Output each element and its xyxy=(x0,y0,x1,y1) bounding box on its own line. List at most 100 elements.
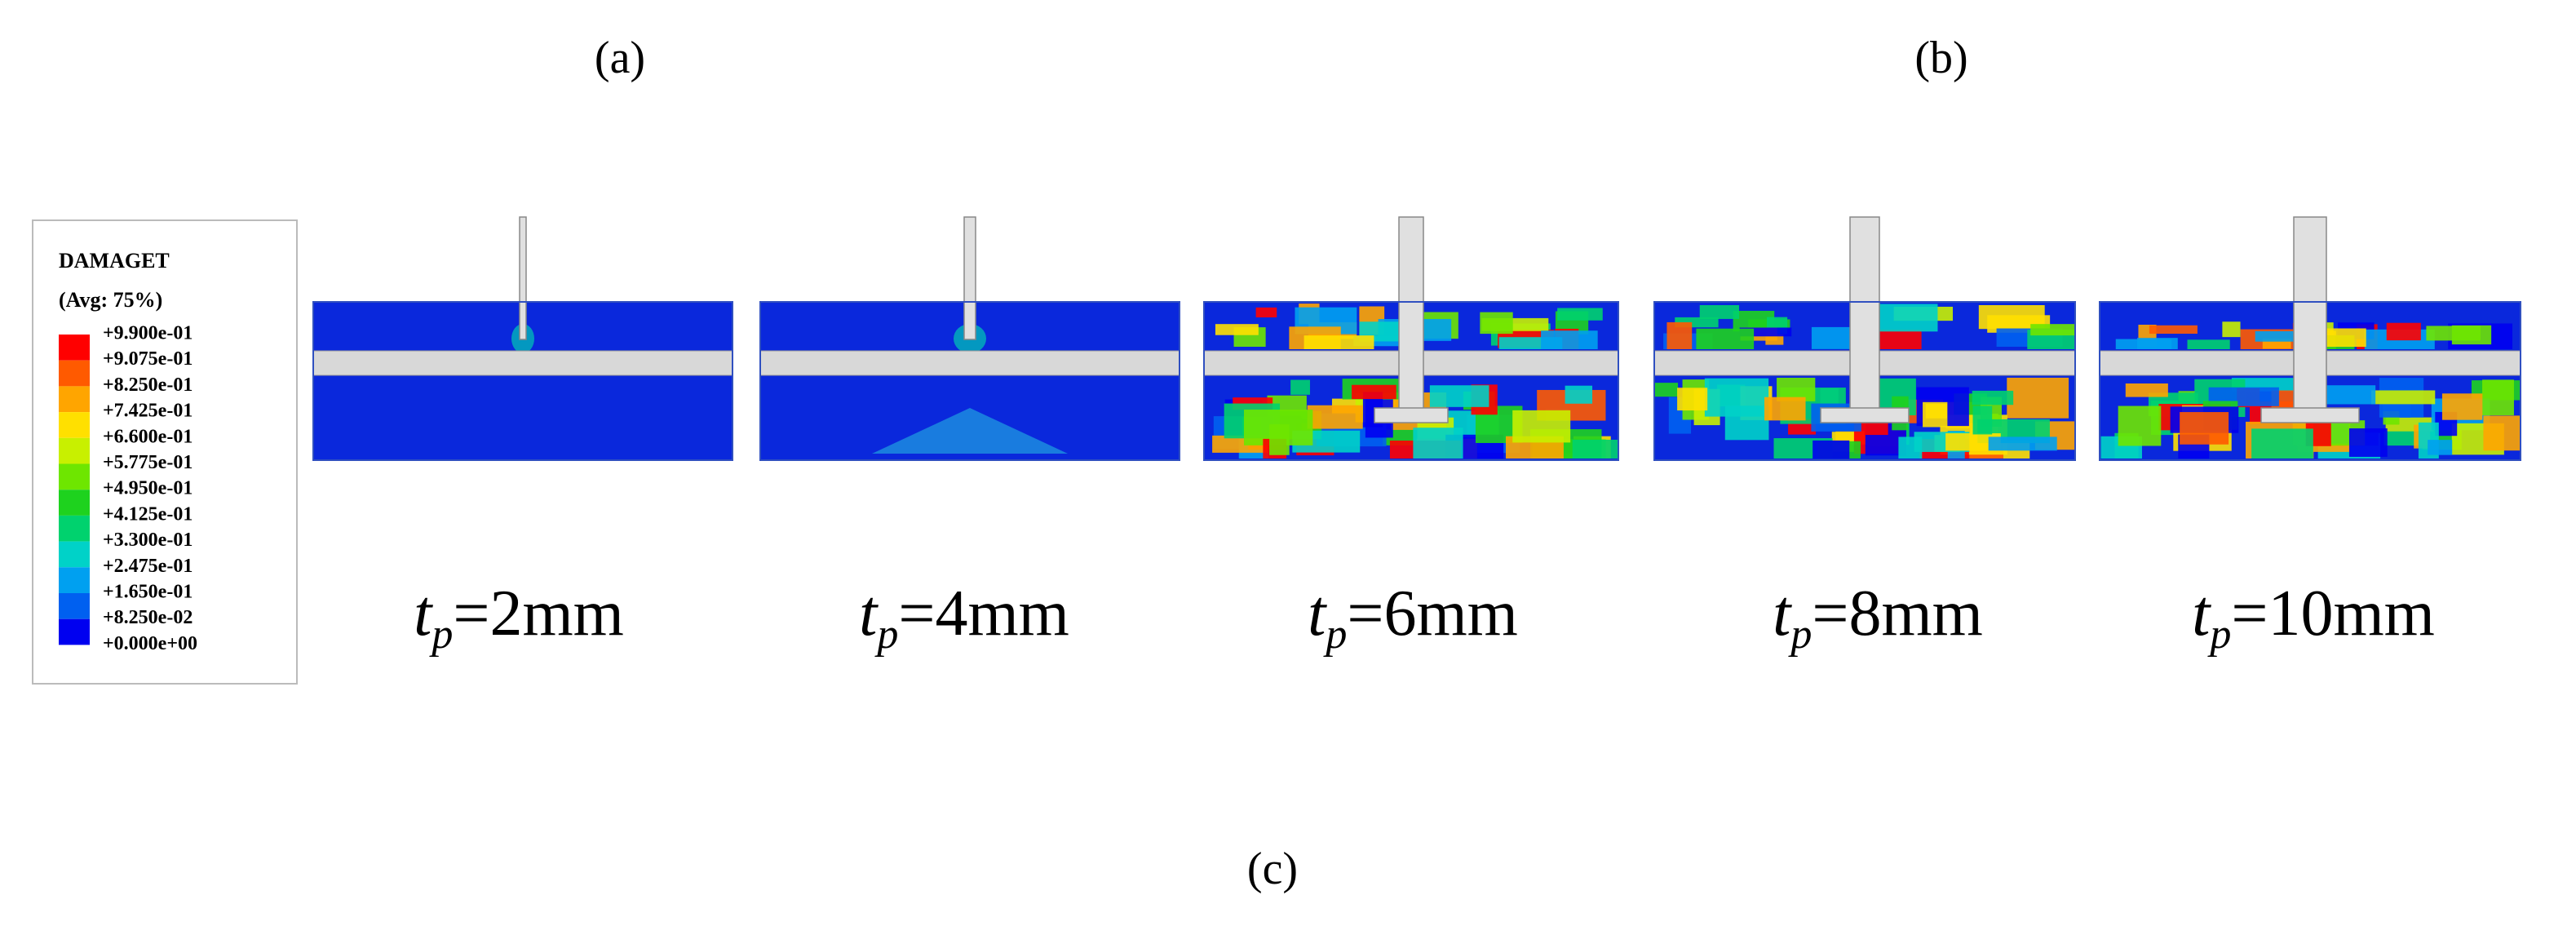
damage-patch xyxy=(1972,390,2014,406)
model-lower xyxy=(313,375,733,460)
legend-label: +4.950e-01 xyxy=(103,478,193,499)
legend-swatch xyxy=(59,541,90,568)
damage-patch xyxy=(2222,321,2241,338)
legend-label: +6.600e-01 xyxy=(103,426,193,447)
damage-patch xyxy=(2007,377,2069,419)
damage-cone xyxy=(872,408,1068,454)
caption-symbol: t xyxy=(414,578,433,649)
legend-label: +9.075e-01 xyxy=(103,348,193,370)
bolt xyxy=(963,216,976,340)
bolt xyxy=(519,216,527,340)
damage-patch xyxy=(2370,390,2436,405)
damage-patch xyxy=(1988,437,2057,451)
damage-patch xyxy=(2428,440,2453,455)
damage-patch xyxy=(1269,424,1290,455)
caption-subscript: p xyxy=(428,611,453,658)
damage-patch xyxy=(1724,406,1769,441)
caption-text: =10mm xyxy=(2231,578,2435,649)
legend-swatch xyxy=(59,567,90,593)
caption-subscript: p xyxy=(1322,611,1347,658)
legend-swatch xyxy=(59,515,90,542)
legend-swatch xyxy=(59,412,90,438)
caption: tp=4mm xyxy=(859,578,1069,658)
caption-subscript: p xyxy=(874,611,898,658)
damage-patch xyxy=(1290,379,1310,395)
damage-patch xyxy=(2149,325,2198,335)
plate xyxy=(759,350,1180,376)
damage-patch xyxy=(1215,324,1259,335)
legend-swatch xyxy=(59,593,90,619)
legend-label: +4.125e-01 xyxy=(103,503,193,525)
legend-label: +8.250e-02 xyxy=(103,607,193,628)
caption-symbol: t xyxy=(1773,578,1792,649)
damage-patch xyxy=(1352,384,1396,400)
caption-text: =4mm xyxy=(898,578,1069,649)
bolt-head xyxy=(1820,407,1910,423)
legend-label: +0.000e+00 xyxy=(103,633,197,654)
legend-subtitle: (Avg: 75%) xyxy=(59,288,162,312)
damage-patch xyxy=(1898,437,1923,459)
damage-patch xyxy=(1696,328,1755,349)
caption: tp=10mm xyxy=(2192,578,2435,658)
damage-patch xyxy=(1512,410,1571,443)
damage-patch xyxy=(1303,335,1374,349)
damage-patch xyxy=(1541,330,1598,349)
caption: tp=8mm xyxy=(1773,578,1983,658)
damage-patch xyxy=(2426,326,2481,341)
damage-patch xyxy=(1307,405,1363,429)
damage-patch xyxy=(1923,401,1948,428)
legend-swatch xyxy=(59,463,90,490)
damage-patch xyxy=(1557,308,1603,321)
legend-label: +8.250e-01 xyxy=(103,374,193,396)
damage-patch xyxy=(2386,322,2421,341)
caption-symbol: t xyxy=(1308,578,1327,649)
damage-patch xyxy=(2482,379,2514,416)
caption: tp=6mm xyxy=(1308,578,1518,658)
caption-text: =6mm xyxy=(1347,578,1518,649)
damage-patch xyxy=(1255,307,1277,317)
legend-swatch xyxy=(59,386,90,413)
bolt-head xyxy=(2260,407,2360,423)
damage-patch xyxy=(1812,440,1850,459)
damage-patch xyxy=(1739,327,1792,337)
legend-label: +9.900e-01 xyxy=(103,323,193,344)
legend-label: +1.650e-01 xyxy=(103,582,193,603)
caption-subscript: p xyxy=(1787,611,1812,658)
damage-patch xyxy=(1654,383,1679,397)
caption-text: =8mm xyxy=(1812,578,1983,649)
caption-symbol: t xyxy=(2192,578,2211,649)
damage-patch xyxy=(2125,383,2168,397)
caption-symbol: t xyxy=(859,578,879,649)
bolt-head xyxy=(1374,407,1449,423)
damage-patch xyxy=(2180,412,2229,445)
panel-label: (b) xyxy=(1914,33,1967,83)
model-outline xyxy=(2099,301,2521,461)
bolt xyxy=(2293,216,2327,422)
panel-label: (c) xyxy=(1247,844,1298,894)
bolt xyxy=(1398,216,1424,422)
damage-patch xyxy=(2187,339,2230,349)
panel-label: (a) xyxy=(595,33,645,83)
damage-patch xyxy=(2483,415,2521,451)
damage-patch xyxy=(1666,321,1693,349)
damage-patch xyxy=(1565,385,1593,404)
damage-patch xyxy=(1945,433,2001,451)
damage-patch xyxy=(2441,393,2483,420)
legend-label: +5.775e-01 xyxy=(103,452,193,473)
damage-patch xyxy=(2136,338,2178,349)
plate xyxy=(312,350,733,376)
model-outline xyxy=(312,301,733,461)
model-outline xyxy=(1653,301,2076,461)
damage-patch xyxy=(2326,328,2366,348)
legend-label: +2.475e-01 xyxy=(103,556,193,577)
legend-label: +3.300e-01 xyxy=(103,530,193,551)
damage-patch xyxy=(1572,439,1618,459)
legend-label: +7.425e-01 xyxy=(103,401,193,422)
model-outline xyxy=(1203,301,1619,461)
damage-patch xyxy=(2255,330,2300,342)
legend-swatch xyxy=(59,360,90,387)
caption-subscript: p xyxy=(2206,611,2231,658)
caption: tp=2mm xyxy=(414,578,624,658)
legend-swatch xyxy=(59,618,90,645)
damage-patch xyxy=(2348,428,2388,457)
